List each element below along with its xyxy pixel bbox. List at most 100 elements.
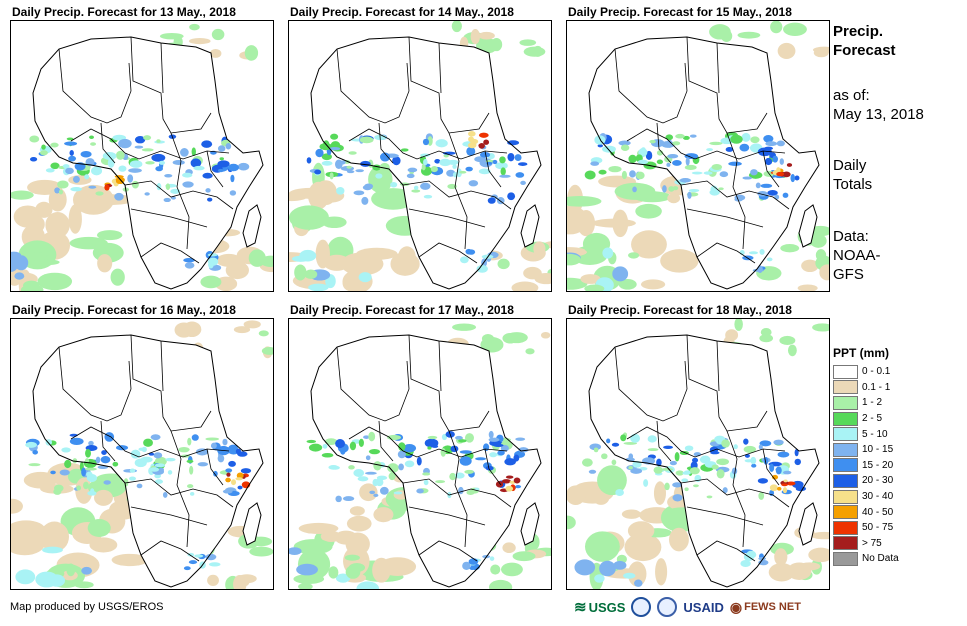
panel-title: Daily Precip. Forecast for 13 May., 2018 <box>12 5 236 19</box>
precip-patch <box>70 186 83 192</box>
precip-patch <box>495 162 508 170</box>
precip-patch <box>390 181 398 188</box>
precip-patch <box>511 281 539 291</box>
country-border <box>626 426 786 458</box>
precip-patch <box>353 469 365 477</box>
legend-item: 0.1 - 1 <box>833 380 899 396</box>
precip-patch <box>42 546 63 554</box>
precip-patch <box>759 249 765 255</box>
precip-patch <box>235 477 243 481</box>
precip-patch <box>759 334 774 343</box>
precip-patch <box>83 481 89 490</box>
precip-patch <box>427 435 438 440</box>
precip-patch <box>447 183 457 190</box>
precip-patch <box>630 468 643 474</box>
precip-patch <box>656 458 662 467</box>
precip-patch <box>416 456 422 466</box>
precip-patch <box>655 558 668 586</box>
daily-line-2: Totals <box>833 176 873 193</box>
precip-patch <box>599 560 616 577</box>
precip-patch <box>710 451 720 455</box>
country-border <box>140 540 200 562</box>
precip-patch <box>689 467 700 475</box>
precip-patch <box>416 488 424 494</box>
precip-patch <box>495 481 504 488</box>
precip-patch <box>180 148 189 157</box>
precip-patch <box>502 542 516 554</box>
precip-patch <box>790 174 796 183</box>
africa-landmass <box>311 335 541 587</box>
country-border <box>336 346 410 422</box>
precip-patch <box>423 158 428 166</box>
precip-patch <box>449 472 457 481</box>
precip-patch <box>115 178 125 185</box>
precip-patch <box>68 204 82 234</box>
precip-patch <box>406 173 415 179</box>
precip-patch <box>725 147 734 152</box>
precip-patch <box>373 507 394 523</box>
precip-patch <box>458 486 464 495</box>
legend-swatch <box>833 380 858 395</box>
precip-patch <box>143 438 153 447</box>
legend-item: 20 - 30 <box>833 473 899 489</box>
precip-patch <box>289 547 302 556</box>
precip-patch <box>584 284 605 291</box>
precip-patch <box>774 194 780 200</box>
precip-patch <box>513 477 521 484</box>
precip-patch <box>144 192 150 196</box>
precip-patch <box>779 158 784 165</box>
precip-patch <box>292 255 310 262</box>
precip-patch <box>439 158 452 167</box>
country-border <box>484 448 502 486</box>
precip-map <box>10 318 274 590</box>
country-border <box>206 150 224 188</box>
panel-3: Daily Precip. Forecast for 15 May., 2018 <box>566 4 830 292</box>
precip-patch <box>358 438 364 447</box>
precip-patch <box>514 154 522 161</box>
precip-patch <box>404 460 415 468</box>
legend-label: 50 - 75 <box>862 522 894 534</box>
madagascar-coastline <box>242 204 262 248</box>
country-border <box>448 132 468 250</box>
fews-net-logo: ◉ FEWS NET <box>729 598 801 615</box>
precip-patch <box>764 146 774 151</box>
precip-patch <box>687 191 692 199</box>
precip-patch <box>592 218 636 228</box>
precip-patch <box>39 150 48 156</box>
precip-patch <box>691 171 703 175</box>
precip-patch <box>459 450 472 454</box>
precip-patch <box>407 167 418 173</box>
precip-patch <box>84 174 90 180</box>
precip-patch <box>676 259 690 269</box>
madagascar-coastline <box>242 502 262 546</box>
precip-patch <box>647 435 657 443</box>
precip-patch <box>786 163 793 167</box>
precip-patch <box>398 246 416 267</box>
precip-patch <box>682 135 690 140</box>
precip-patch <box>104 184 110 191</box>
precip-patch <box>61 447 71 453</box>
precip-patch <box>786 481 796 486</box>
precip-patch <box>731 467 738 475</box>
precip-patch <box>81 566 93 575</box>
precip-patch <box>620 144 630 151</box>
precip-patch <box>787 562 812 580</box>
precip-patch <box>355 169 364 173</box>
precip-patch <box>68 155 77 162</box>
madagascar-coastline <box>520 204 540 248</box>
precip-patch <box>740 559 751 567</box>
precip-patch <box>100 456 111 464</box>
precip-patch <box>296 563 318 576</box>
precip-patch <box>191 434 199 441</box>
precip-patch <box>507 152 515 162</box>
precip-patch <box>667 154 679 159</box>
precip-patch <box>797 284 818 291</box>
nasa-logo-icon <box>657 597 678 617</box>
heading-line-2: Forecast <box>833 42 896 59</box>
precip-patch <box>758 491 765 500</box>
precip-patch <box>172 160 185 165</box>
precip-patch <box>638 148 648 157</box>
precip-patch <box>193 165 205 171</box>
precip-patch <box>335 495 342 503</box>
precip-patch <box>353 190 365 196</box>
